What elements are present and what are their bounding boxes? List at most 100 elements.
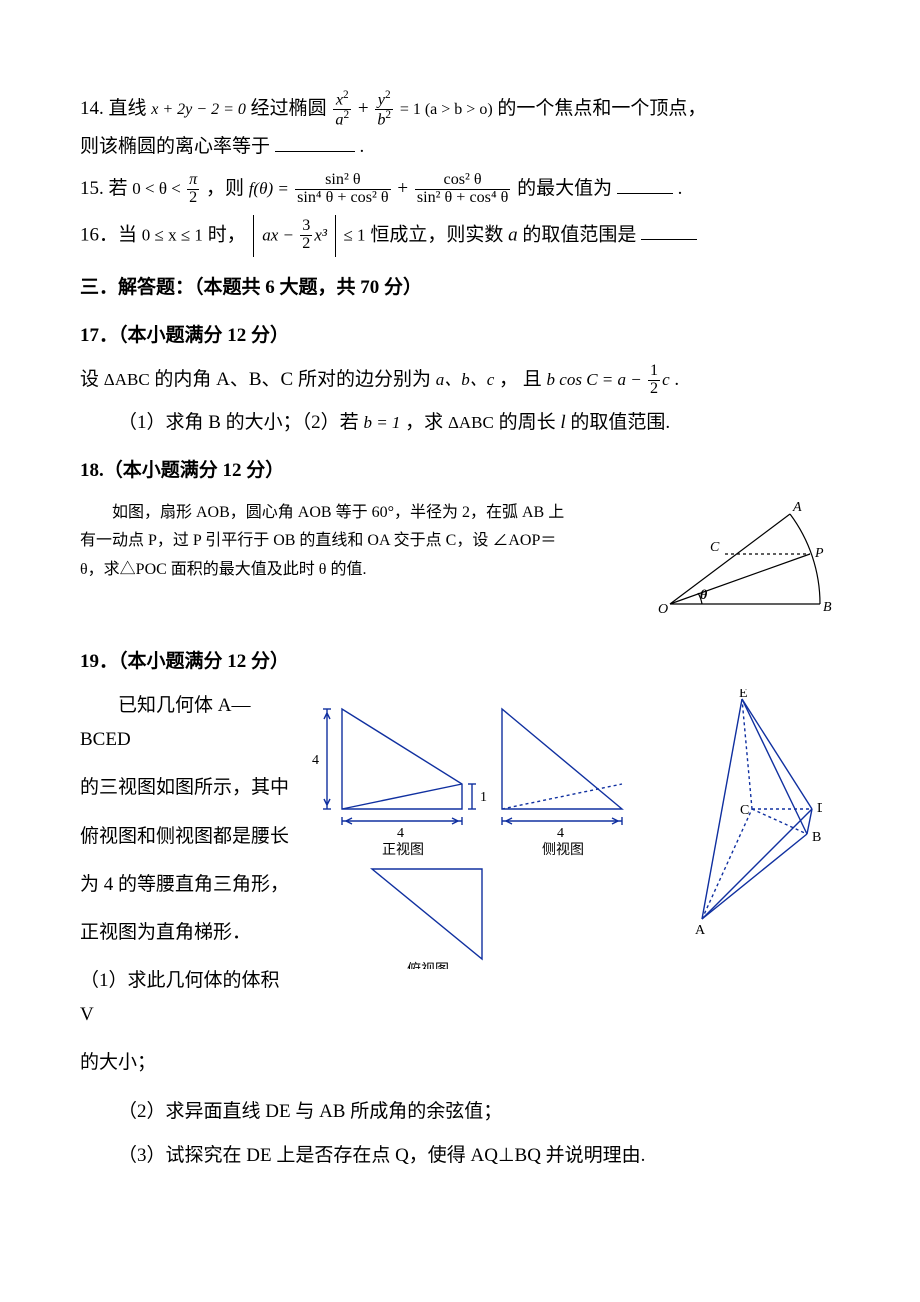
q19-p6: （1）求此几何体的体积 V [80,964,290,1032]
q19-sub2: （2）求异面直线 DE 与 AB 所成角的余弦值； [80,1095,840,1129]
q18-l3: θ，求△POC 面积的最大值及此时 θ 的值. [80,556,650,585]
q15-term1: sin² θ sin⁴ θ + cos² θ [295,172,391,207]
label-E: E [739,689,748,701]
problem-15: 15. 若 0 < θ < π 2 ，则 f(θ) = sin² θ sin⁴ … [80,172,840,207]
q14-num1: x [336,91,343,108]
label-D: D [817,801,822,816]
top-label: 俯视图 [407,962,449,969]
q16-a: a [508,224,518,245]
q19-p3: 俯视图和侧视图都是腰长 [80,820,290,854]
fill-blank [641,220,697,240]
q16-le1: ≤ 1 [343,225,365,244]
q18-title: 18.（本小题满分 12 分） [80,454,840,488]
q14-rhs: = 1 (a > b > o) [400,101,493,118]
problem-17: 设 ΔABC 的内角 A、B、C 所对的边分别为 a、b、c ， 且 b cos… [80,363,840,398]
q17-l1a: 设 [80,369,104,390]
fill-blank [275,132,355,152]
q14-ellipse-term2: y2 b2 [375,90,393,130]
q16-mid2: 恒成立，则实数 [370,224,508,245]
dim1: 1 [480,790,487,805]
q17-tri: ΔABC [104,370,150,389]
page: 14. 直线 x + 2y − 2 = 0 经过椭圆 x2 a2 + y2 b2… [0,0,920,1241]
q16-frac: 3 2 [300,218,312,253]
q17-l1c: ， 且 [499,369,547,390]
q18-figure: A B C O P θ [650,499,840,631]
q17-l: l [560,412,565,433]
q16-prefix: 16．当 [80,224,142,245]
label-C: C [740,803,749,818]
q18-l1: 如图，扇形 AOB，圆心角 AOB 等于 60°，半径为 2，在弧 AB 上 [80,499,650,528]
q14-prefix: 14. 直线 [80,98,151,119]
plus: + [358,98,373,119]
q18-l2: 有一动点 P，过 P 引平行于 OB 的直线和 OA 交于点 C，设 ∠AOP＝ [80,527,650,556]
q14-line-eq: x + 2y − 2 = 0 [151,101,246,118]
q17-title: 17．（本小题满分 12 分） [80,319,840,353]
dim4h: 4 [397,826,404,841]
q17-hd: 2 [648,380,660,398]
q16-x3: x³ [314,225,327,244]
q14-line2: 则该椭圆的离心率等于 [80,136,270,157]
q15-pi: π [187,172,199,189]
q16-fn: 3 [300,218,312,235]
q19-title: 19．（本小题满分 12 分） [80,645,840,679]
q15-prefix: 15. 若 [80,178,132,199]
q17-abc: a、b、c [436,370,495,389]
q17-tri2: ΔABC [448,413,494,432]
front-label: 正视图 [382,842,424,858]
q16-abs: ax − 3 2 x³ [250,215,338,257]
q17-s1c: 的周长 [499,412,561,433]
label-A: A [792,500,802,515]
side-label: 侧视图 [542,842,584,858]
q15-flhs: f(θ) = [249,179,293,198]
q19-p5: 正视图为直角梯形． [80,916,290,950]
q19-sub3: （3）试探究在 DE 上是否存在点 Q，使得 AQ⊥BQ 并说明理由. [80,1139,840,1173]
q15-plus: + [397,178,412,199]
dim4v: 4 [312,753,319,768]
q16-mid1: 时， [208,224,246,245]
q15-t1n: sin² θ [295,172,391,189]
q17-s1d: 的取值范围. [570,412,670,433]
q14-tail1: 的一个焦点和一个顶点， [497,98,706,119]
q17-l1d: . [674,369,679,390]
q15-mid: ，则 [206,178,249,199]
label-C: C [710,540,720,555]
q17-hn: 1 [648,363,660,380]
q15-t2d: sin² θ + cos⁴ θ [415,189,511,207]
q17-l1b: 的内角 A、B、C 所对的边分别为 [154,369,435,390]
q18-text: 如图，扇形 AOB，圆心角 AOB 等于 60°，半径为 2，在弧 AB 上 有… [80,499,650,585]
problem-14: 14. 直线 x + 2y − 2 = 0 经过椭圆 x2 a2 + y2 b2… [80,90,840,164]
q19-p1: 已知几何体 A—BCED [80,689,290,757]
q16-tail: 的取值范围是 [522,224,636,245]
section-3-title: 三．解答题：（本题共 6 大题，共 70 分） [80,271,840,305]
q14-mid: 经过椭圆 [251,98,332,119]
q17-eql: b cos C = a − [547,370,646,389]
q15-t1d: sin⁴ θ + cos² θ [295,189,391,207]
q19-p7: 的大小； [80,1046,290,1080]
problem-18: 如图，扇形 AOB，圆心角 AOB 等于 60°，半径为 2，在弧 AB 上 有… [80,499,840,631]
problem-16: 16．当 0 ≤ x ≤ 1 时， ax − 3 2 x³ ≤ 1 恒成立，则实… [80,215,840,257]
q17-s1b: ，求 [405,412,448,433]
dim4s: 4 [557,826,564,841]
q17-half: 1 2 [648,363,660,398]
q19-p4: 为 4 的等腰直角三角形， [80,868,290,902]
label-A: A [695,923,706,938]
label-theta: θ [700,588,708,603]
q15-tail: 的最大值为 [517,178,612,199]
q16-fd: 2 [300,235,312,253]
q16-range: 0 ≤ x ≤ 1 [142,225,203,244]
q17-cond: b = 1 [363,413,400,432]
q15-two: 2 [187,189,199,207]
q19-left-text: 已知几何体 A—BCED 的三视图如图所示，其中 俯视图和侧视图都是腰长 为 4… [80,689,290,1095]
fill-blank [617,174,673,194]
label-B: B [823,600,832,615]
three-view-diagram: 4 4 1 正视图 4 侧视图 俯视图 [302,689,822,969]
q19-figures: 4 4 1 正视图 4 侧视图 俯视图 [302,689,822,981]
q16-ax: ax − [262,225,298,244]
q15-period: . [678,178,683,199]
problem-19: 已知几何体 A—BCED 的三视图如图所示，其中 俯视图和侧视图都是腰长 为 4… [80,689,840,1095]
q17-eqr: c [662,370,670,389]
q14-ellipse-term1: x2 a2 [333,90,351,130]
q14-num2: y [378,91,385,108]
q17-subs: （1）求角 B 的大小；（2）若 b = 1 ，求 ΔABC 的周长 l 的取值… [80,406,840,440]
q15-pi2: π 2 [187,172,199,207]
